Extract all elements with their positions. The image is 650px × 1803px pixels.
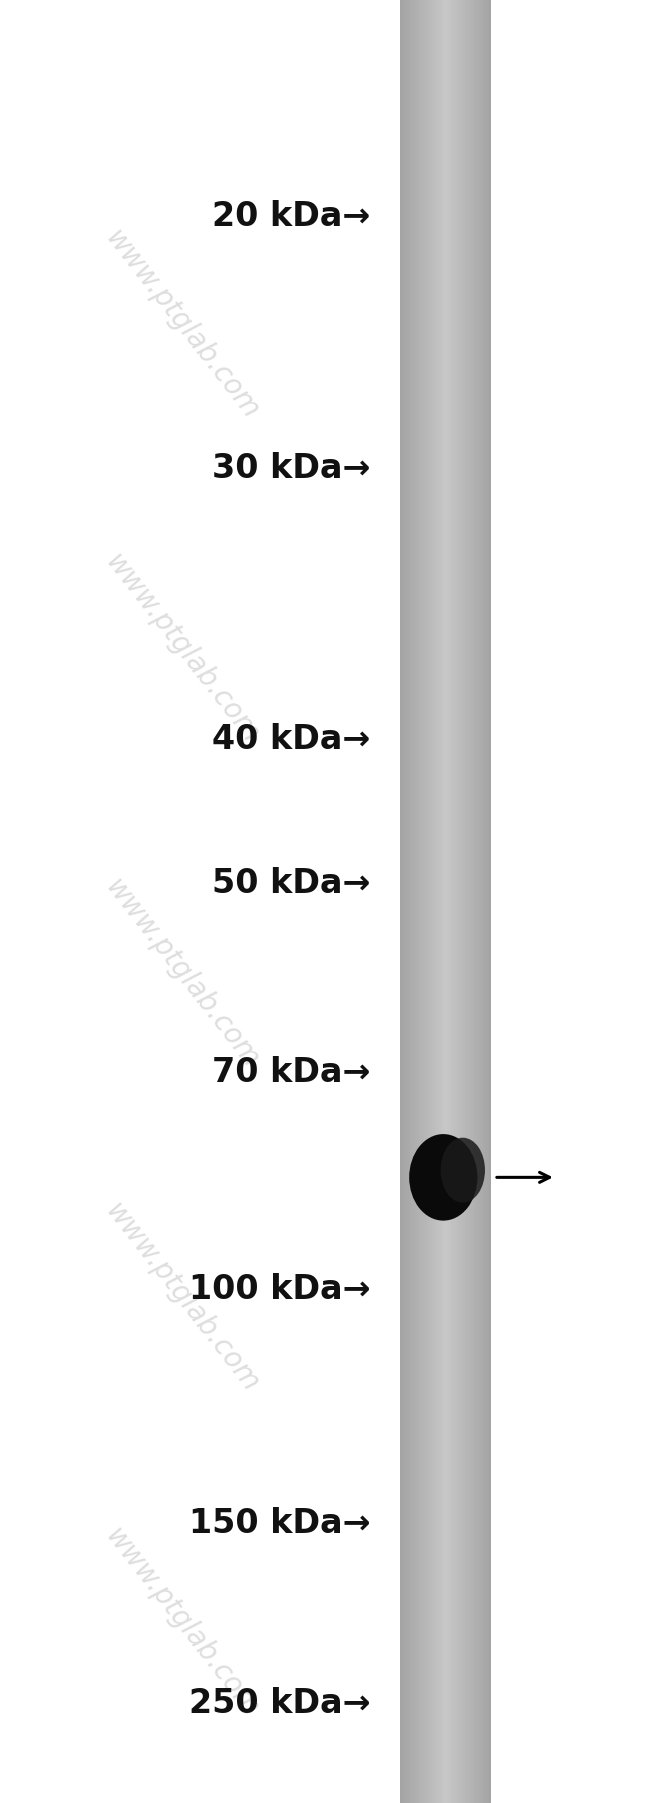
Bar <box>432 0 434 1803</box>
Bar <box>400 0 402 1803</box>
Bar <box>418 0 420 1803</box>
Bar <box>403 0 405 1803</box>
Bar <box>448 0 450 1803</box>
Bar <box>430 0 432 1803</box>
Bar <box>453 0 455 1803</box>
Bar <box>474 0 476 1803</box>
Text: 150 kDa→: 150 kDa→ <box>189 1507 370 1540</box>
Bar <box>483 0 486 1803</box>
Bar <box>488 0 490 1803</box>
Text: 250 kDa→: 250 kDa→ <box>189 1688 370 1720</box>
Bar <box>460 0 463 1803</box>
Bar <box>473 0 474 1803</box>
Bar <box>439 0 441 1803</box>
Bar <box>441 0 443 1803</box>
Ellipse shape <box>410 1134 477 1221</box>
Bar <box>426 0 428 1803</box>
Bar <box>435 0 437 1803</box>
Bar <box>451 0 454 1803</box>
Text: www.ptglab.com: www.ptglab.com <box>99 874 265 1073</box>
Bar <box>400 0 491 1803</box>
Text: 40 kDa→: 40 kDa→ <box>212 723 370 755</box>
Bar <box>417 0 419 1803</box>
Text: www.ptglab.com: www.ptglab.com <box>99 1524 265 1722</box>
Text: 50 kDa→: 50 kDa→ <box>212 867 370 900</box>
Bar <box>458 0 460 1803</box>
Text: 70 kDa→: 70 kDa→ <box>212 1057 370 1089</box>
Bar <box>401 0 404 1803</box>
Text: www.ptglab.com: www.ptglab.com <box>99 1199 265 1397</box>
Bar <box>433 0 436 1803</box>
Bar <box>445 0 447 1803</box>
Bar <box>459 0 461 1803</box>
Bar <box>477 0 479 1803</box>
Bar <box>462 0 464 1803</box>
Text: www.ptglab.com: www.ptglab.com <box>99 550 265 748</box>
Bar <box>420 0 471 1803</box>
Bar <box>428 0 431 1803</box>
Text: 30 kDa→: 30 kDa→ <box>212 453 370 485</box>
Bar <box>468 0 470 1803</box>
Bar <box>412 0 414 1803</box>
Ellipse shape <box>441 1138 485 1203</box>
Bar <box>476 0 478 1803</box>
Bar <box>465 0 467 1803</box>
Bar <box>447 0 449 1803</box>
Bar <box>406 0 408 1803</box>
Bar <box>463 0 465 1803</box>
Bar <box>415 0 417 1803</box>
Text: www.ptglab.com: www.ptglab.com <box>99 225 265 424</box>
Bar <box>467 0 469 1803</box>
Bar <box>421 0 423 1803</box>
Bar <box>442 0 445 1803</box>
Bar <box>410 0 413 1803</box>
Bar <box>454 0 456 1803</box>
Bar <box>419 0 422 1803</box>
Bar <box>480 0 482 1803</box>
Bar <box>404 0 406 1803</box>
Bar <box>427 0 429 1803</box>
Bar <box>456 0 458 1803</box>
Bar <box>486 0 488 1803</box>
Bar <box>485 0 487 1803</box>
Bar <box>413 0 415 1803</box>
Text: 20 kDa→: 20 kDa→ <box>212 200 370 233</box>
Bar <box>436 0 438 1803</box>
Bar <box>424 0 426 1803</box>
Bar <box>482 0 484 1803</box>
Bar <box>471 0 473 1803</box>
Bar <box>437 0 440 1803</box>
Bar <box>408 0 410 1803</box>
Bar <box>478 0 481 1803</box>
Bar <box>444 0 446 1803</box>
Bar <box>469 0 472 1803</box>
Text: 100 kDa→: 100 kDa→ <box>189 1273 370 1305</box>
Bar <box>489 0 491 1803</box>
Bar <box>450 0 452 1803</box>
Bar <box>422 0 424 1803</box>
Bar <box>409 0 411 1803</box>
